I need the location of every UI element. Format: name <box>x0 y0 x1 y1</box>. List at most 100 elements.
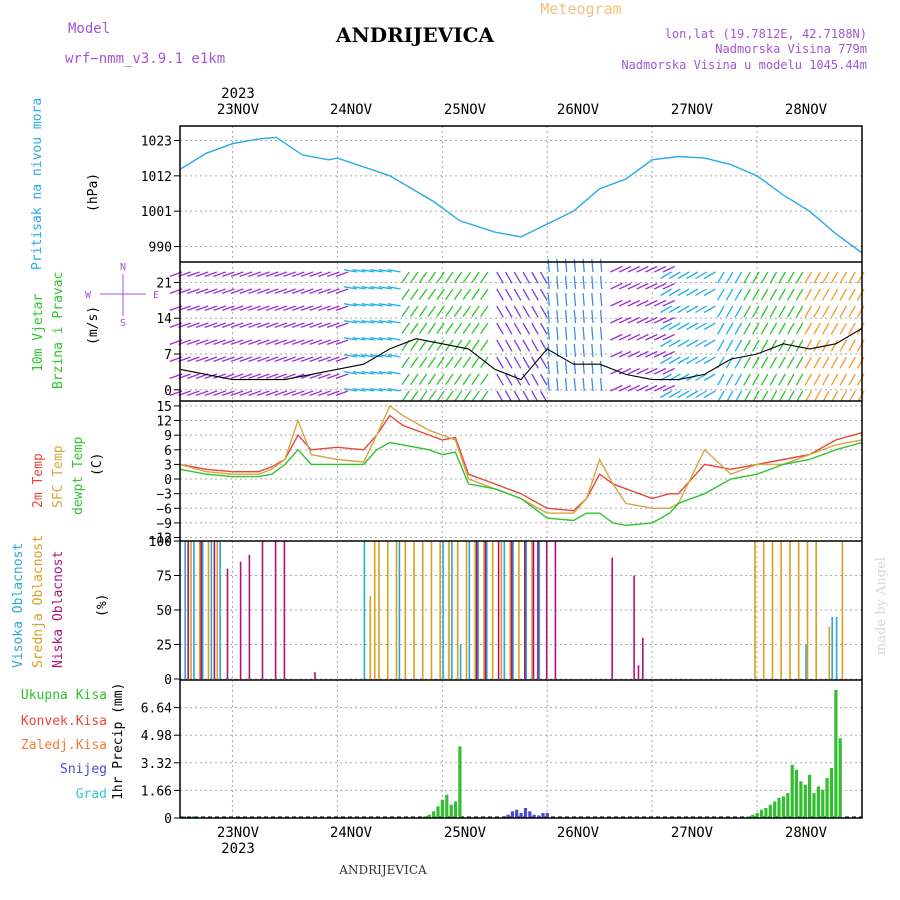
wind-barb-95 <box>265 390 279 397</box>
precip-bar-0-10 <box>445 794 449 818</box>
wind-barb-578 <box>804 305 813 318</box>
wind-barb-241 <box>436 288 445 300</box>
wind-barb-461 <box>668 356 681 365</box>
wind-barb-542 <box>760 373 769 386</box>
year-top: 2023 <box>221 86 255 102</box>
wind-barb-272 <box>471 271 480 283</box>
wind-barb-78 <box>248 373 261 380</box>
wind-barb-290 <box>496 305 504 318</box>
wind-barb-162 <box>343 303 357 307</box>
wind-barb-282 <box>480 305 489 317</box>
wind-barb-261 <box>453 356 463 368</box>
wind-barb-329 <box>539 288 548 301</box>
wind-barb-438 <box>653 367 667 375</box>
wind-barb-411 <box>627 316 640 324</box>
wind-barb-48 <box>221 271 235 278</box>
wind-barb-552 <box>778 271 786 284</box>
wind-barb-112 <box>291 271 305 278</box>
wind-barb-141 <box>318 356 331 363</box>
wind-barb-554 <box>778 305 786 318</box>
wind-barb-203 <box>387 320 401 324</box>
wind-barb-355 <box>564 309 568 324</box>
wind-barb-40 <box>213 271 226 278</box>
wind-barb-608 <box>839 271 848 284</box>
wind-barb-132 <box>309 339 323 346</box>
precip-bar-0-32 <box>825 778 829 818</box>
plot-frame <box>179 125 863 819</box>
wind-barb-504 <box>725 271 734 284</box>
wind-barb-278 <box>471 373 480 385</box>
wind-barb-628 <box>856 339 865 352</box>
wind-barb-202 <box>387 303 401 307</box>
cloud-bar-1-32 <box>828 626 831 679</box>
wind-barb-384 <box>599 258 603 273</box>
wind-barb-316 <box>522 339 531 352</box>
precip-bar-1-7 <box>537 815 541 818</box>
wind-barb-457 <box>668 288 681 297</box>
precip-bar-0-14 <box>746 816 750 818</box>
wind-barb-373 <box>582 343 585 358</box>
wind-barb-119 <box>291 390 305 397</box>
wind-barb-524 <box>743 339 751 352</box>
wind-barb-110 <box>283 373 296 380</box>
wind-barb-449 <box>660 288 672 297</box>
wind-barb-426 <box>645 299 658 307</box>
ytick-label-1: 1012 <box>141 170 172 185</box>
wind-barb-305 <box>513 288 522 301</box>
wind-barb-67 <box>239 322 253 329</box>
cloud-bar-1-5 <box>373 541 376 679</box>
panel-cloud: 100 75 50 25 0 <box>149 535 862 688</box>
wind-barb-81 <box>256 288 270 295</box>
wind-barb-105 <box>283 288 296 295</box>
wind-barb-324 <box>531 339 539 352</box>
cloud-bar-0-10 <box>468 541 471 679</box>
ytick-label-2: 1001 <box>141 205 172 220</box>
precip-bar-1-2 <box>515 809 519 818</box>
wind-barb-580 <box>804 339 813 352</box>
wind-barb-345 <box>556 275 559 290</box>
ytick-label-0: 21 <box>156 276 172 291</box>
panel-pressure: 1023 1012 1001 990 <box>141 126 863 261</box>
wind-barb-306 <box>513 305 522 318</box>
wind-barb-44 <box>213 339 226 346</box>
model-label: Model <box>68 21 110 37</box>
wind-barb-195 <box>378 320 392 324</box>
wind-barb-442 <box>662 299 675 307</box>
wind-barb-197 <box>378 354 392 358</box>
wind-barb-425 <box>645 282 658 290</box>
wind-barb-558 <box>778 373 786 386</box>
wind-barb-181 <box>361 354 375 358</box>
cloud-bar-1-24 <box>754 541 756 679</box>
wind-barb-416 <box>636 265 649 273</box>
wind-barb-26 <box>195 305 209 312</box>
wind-barb-237 <box>427 356 437 368</box>
wind-barb-194 <box>378 303 392 307</box>
cloud-bar-0-17 <box>805 644 807 679</box>
wind-barb-301 <box>504 356 513 369</box>
precip-bar-0-33 <box>829 768 834 818</box>
cloud-bar-1-0 <box>190 541 192 679</box>
wind-barb-41 <box>213 288 226 295</box>
wind-barb-614 <box>839 373 848 386</box>
wind-barb-238 <box>427 373 437 385</box>
wind-barb-446 <box>662 367 675 375</box>
wind-barb-111 <box>283 390 296 397</box>
wind-barb-374 <box>582 360 585 375</box>
wind-barb-155 <box>335 322 349 329</box>
wind-barb-113 <box>291 288 305 295</box>
wind-barb-450 <box>660 305 672 314</box>
wind-barb-395 <box>610 316 623 324</box>
wind-barb-114 <box>291 305 305 312</box>
wind-barb-342 <box>547 360 550 375</box>
wind-barb-267 <box>462 322 472 334</box>
wind-barb-346 <box>556 292 559 307</box>
wind-barb-240 <box>436 271 445 283</box>
wind-barb-361 <box>573 275 577 290</box>
wind-barb-291 <box>496 322 504 335</box>
wind-barb-556 <box>778 339 786 352</box>
date-bottom-0: 23NOV <box>217 825 260 841</box>
wind-barb-545 <box>769 288 778 301</box>
wind-barb-152 <box>335 271 349 278</box>
precip-bar-0-6 <box>427 814 431 818</box>
precip-bar-0-22 <box>781 796 785 818</box>
